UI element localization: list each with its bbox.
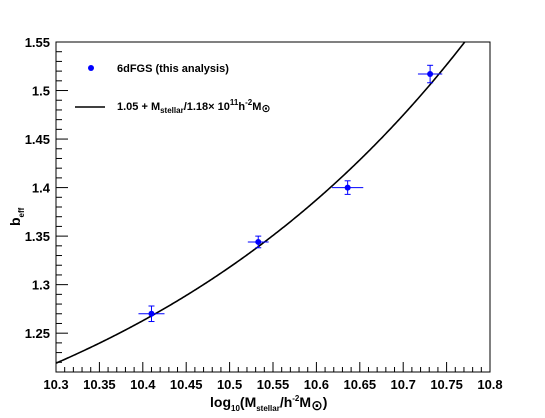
x-tick-label: 10.5 (217, 377, 242, 392)
model-curve (55, 41, 466, 364)
y-tick-label: 1.4 (32, 181, 51, 196)
point-marker (255, 238, 262, 245)
x-tick-label: 10.3 (43, 377, 68, 392)
data-points (138, 64, 443, 323)
x-tick-label: 10.8 (477, 377, 502, 392)
legend: 6dFGS (this analysis) 1.05 + Mstellar/1.… (75, 63, 271, 115)
point-marker (148, 310, 155, 317)
x-tick-label: 10.45 (170, 377, 203, 392)
x-axis-title: log10(Mstellar/h-2M⊙) (210, 394, 327, 413)
y-tick-label: 1.25 (25, 326, 50, 341)
x-tick-label: 10.75 (430, 377, 463, 392)
y-tick-labels: 1.25 1.3 1.35 1.4 1.45 1.5 1.55 (25, 35, 51, 341)
x-tick-label: 10.6 (304, 377, 329, 392)
legend-marker-points (88, 65, 94, 71)
x-tick-label: 10.65 (344, 377, 377, 392)
legend-label-curve: 1.05 + Mstellar/1.18× 1011h-2M⊙ (117, 98, 271, 115)
data-point (247, 235, 269, 249)
y-tick-label: 1.35 (25, 229, 50, 244)
x-tick-labels: 10.3 10.35 10.4 10.45 10.5 10.55 10.6 10.65 10.7… (43, 377, 502, 392)
data-point (332, 180, 364, 195)
y-tick-label: 1.45 (25, 132, 50, 147)
axis-ticks (55, 41, 491, 373)
x-tick-label: 10.35 (83, 377, 116, 392)
y-tick-label: 1.3 (32, 278, 50, 293)
legend-label-points: 6dFGS (this analysis) (117, 63, 229, 75)
data-point (138, 305, 165, 323)
point-marker (427, 71, 434, 78)
y-tick-label: 1.55 (25, 35, 50, 50)
x-tick-label: 10.4 (130, 377, 156, 392)
data-point (417, 64, 443, 84)
x-tick-label: 10.55 (257, 377, 290, 392)
y-tick-label: 1.5 (32, 84, 50, 99)
y-axis-title: beff (7, 207, 26, 226)
point-marker (344, 184, 351, 191)
x-tick-label: 10.7 (391, 377, 416, 392)
